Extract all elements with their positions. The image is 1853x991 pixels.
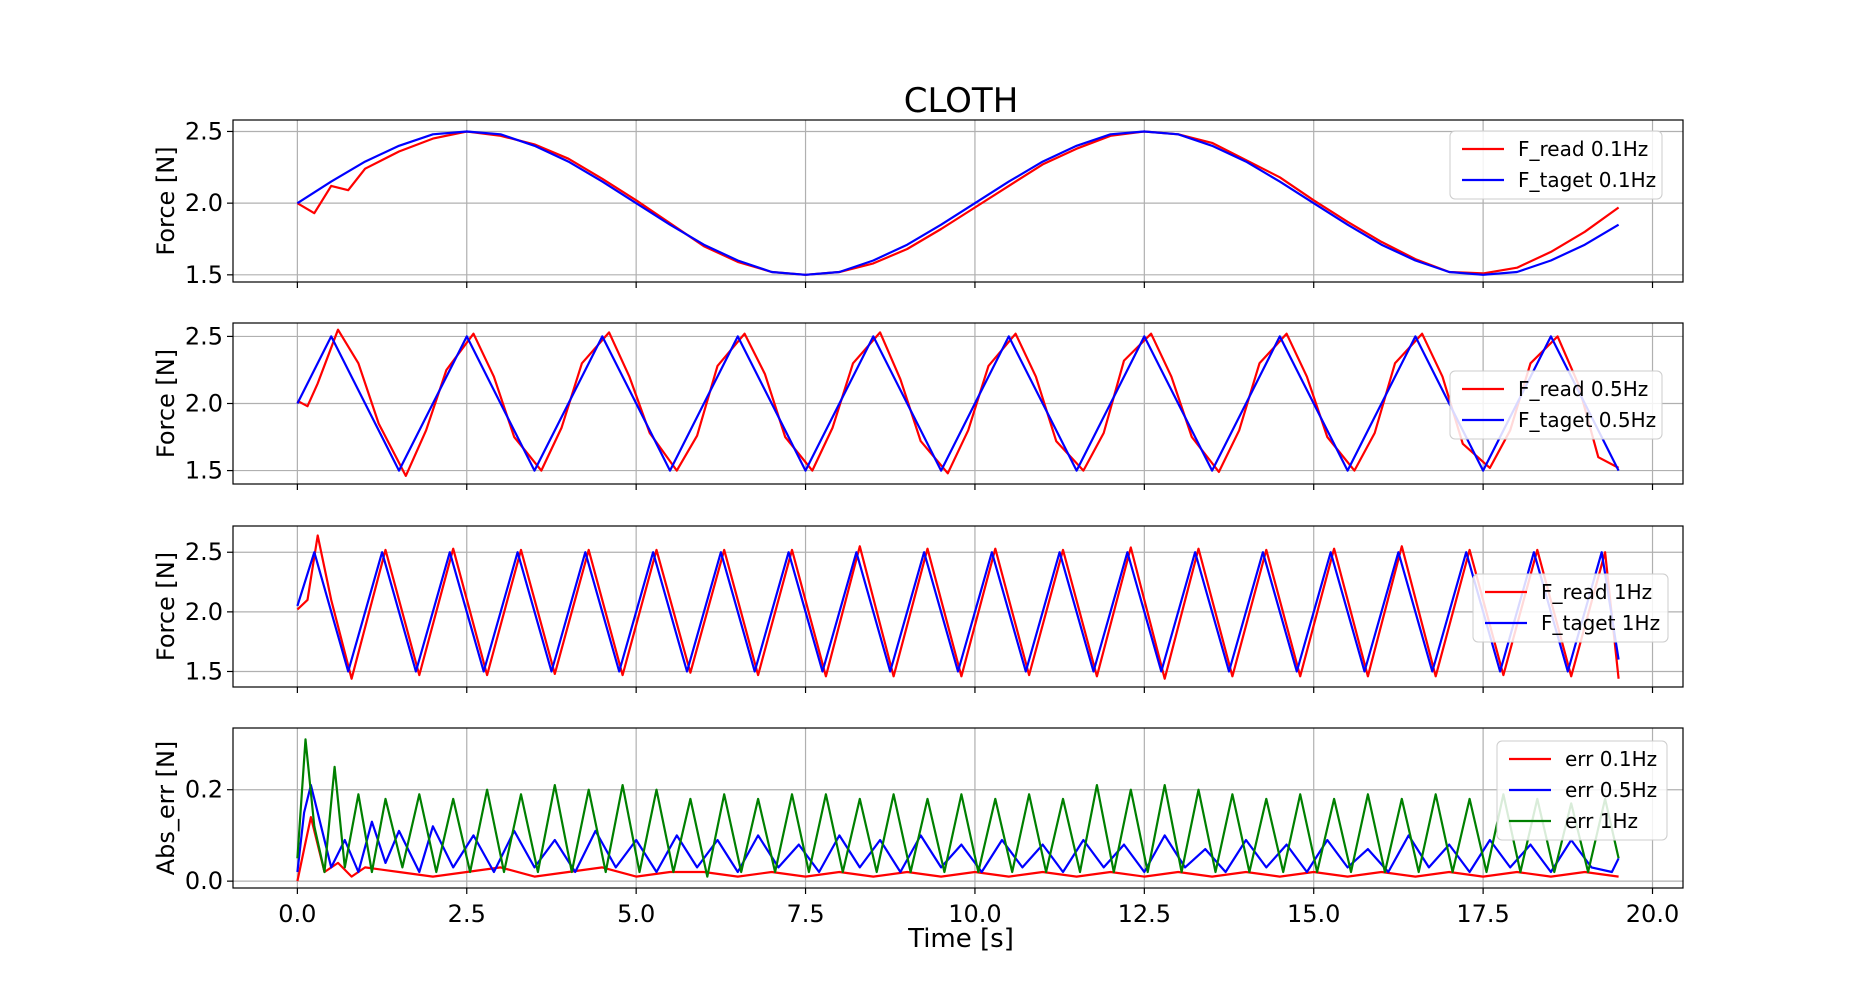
axes-frame: [232, 727, 1684, 889]
series-line-3: [296, 738, 1620, 878]
y-tick-label: 1.5: [185, 457, 223, 485]
y-tick-label: 2.0: [185, 189, 223, 217]
y-tick-label: 2.5: [185, 538, 223, 566]
series-line-2: [296, 335, 1620, 472]
y-axis-label: Force [N]: [152, 552, 180, 661]
legend-entry: F_taget 1Hz: [1541, 611, 1660, 635]
y-axis-label: Force [N]: [152, 146, 180, 255]
x-tick-label: 20.0: [1626, 900, 1679, 928]
legend: F_read 1Hz F_taget 1Hz: [1472, 573, 1669, 643]
legend: F_read 0.1Hz F_taget 0.1Hz: [1449, 130, 1663, 200]
legend-entry: F_taget 0.5Hz: [1518, 408, 1656, 432]
series-line-1: [296, 815, 1619, 882]
legend-box: [1496, 740, 1668, 841]
series-line-1: [296, 328, 1620, 477]
legend: F_read 0.5Hz F_taget 0.5Hz: [1449, 370, 1663, 440]
y-tick-label: 1.5: [185, 261, 223, 289]
x-tick-label: 2.5: [448, 900, 486, 928]
y-tick-label: 1.5: [185, 657, 223, 685]
legend-entry: F_taget 0.1Hz: [1518, 168, 1656, 192]
legend-entry: err 1Hz: [1565, 809, 1638, 833]
x-tick-label: 10.0: [948, 900, 1001, 928]
x-tick-label: 7.5: [786, 900, 824, 928]
legend-entry: err 0.1Hz: [1565, 747, 1657, 771]
legend-entry: F_read 1Hz: [1541, 580, 1652, 604]
y-tick-label: 0.2: [185, 776, 223, 804]
legend-entry: F_read 0.5Hz: [1518, 377, 1648, 401]
series-line-2: [296, 783, 1620, 874]
y-axis-label: Force [N]: [152, 349, 180, 458]
subplot-4: 0.0 2.5 5.0 7.5 10.0 12.5 15.0 17.5 20.0 0.0 0.2Ab…: [152, 727, 1684, 928]
x-tick-label: 0.0: [278, 900, 316, 928]
x-tick-label: 5.0: [617, 900, 655, 928]
series-line-2: [296, 130, 1620, 276]
legend-entry: err 0.5Hz: [1565, 778, 1657, 802]
y-tick-label: 2.5: [185, 117, 223, 145]
x-tick-label: 17.5: [1456, 900, 1509, 928]
x-tick-label: 12.5: [1118, 900, 1171, 928]
x-axis-label: Time [s]: [907, 924, 1014, 954]
y-tick-label: 2.0: [185, 598, 223, 626]
series-line-1: [296, 534, 1620, 680]
axes-frame: [232, 322, 1684, 485]
y-tick-label: 2.0: [185, 390, 223, 418]
figure-title: CLOTH: [904, 81, 1019, 121]
x-tick-label: 15.0: [1287, 900, 1340, 928]
y-tick-label: 2.5: [185, 322, 223, 350]
legend-entry: F_read 0.1Hz: [1518, 137, 1648, 161]
axes-frame: [232, 119, 1684, 283]
axes-frame: [232, 525, 1684, 688]
legend: err 0.1Hz err 0.5Hz err 1Hz: [1496, 740, 1668, 841]
y-tick-label: 0.0: [185, 867, 223, 895]
series-line-2: [296, 551, 1620, 673]
y-axis-label: Abs_err [N]: [152, 741, 180, 876]
